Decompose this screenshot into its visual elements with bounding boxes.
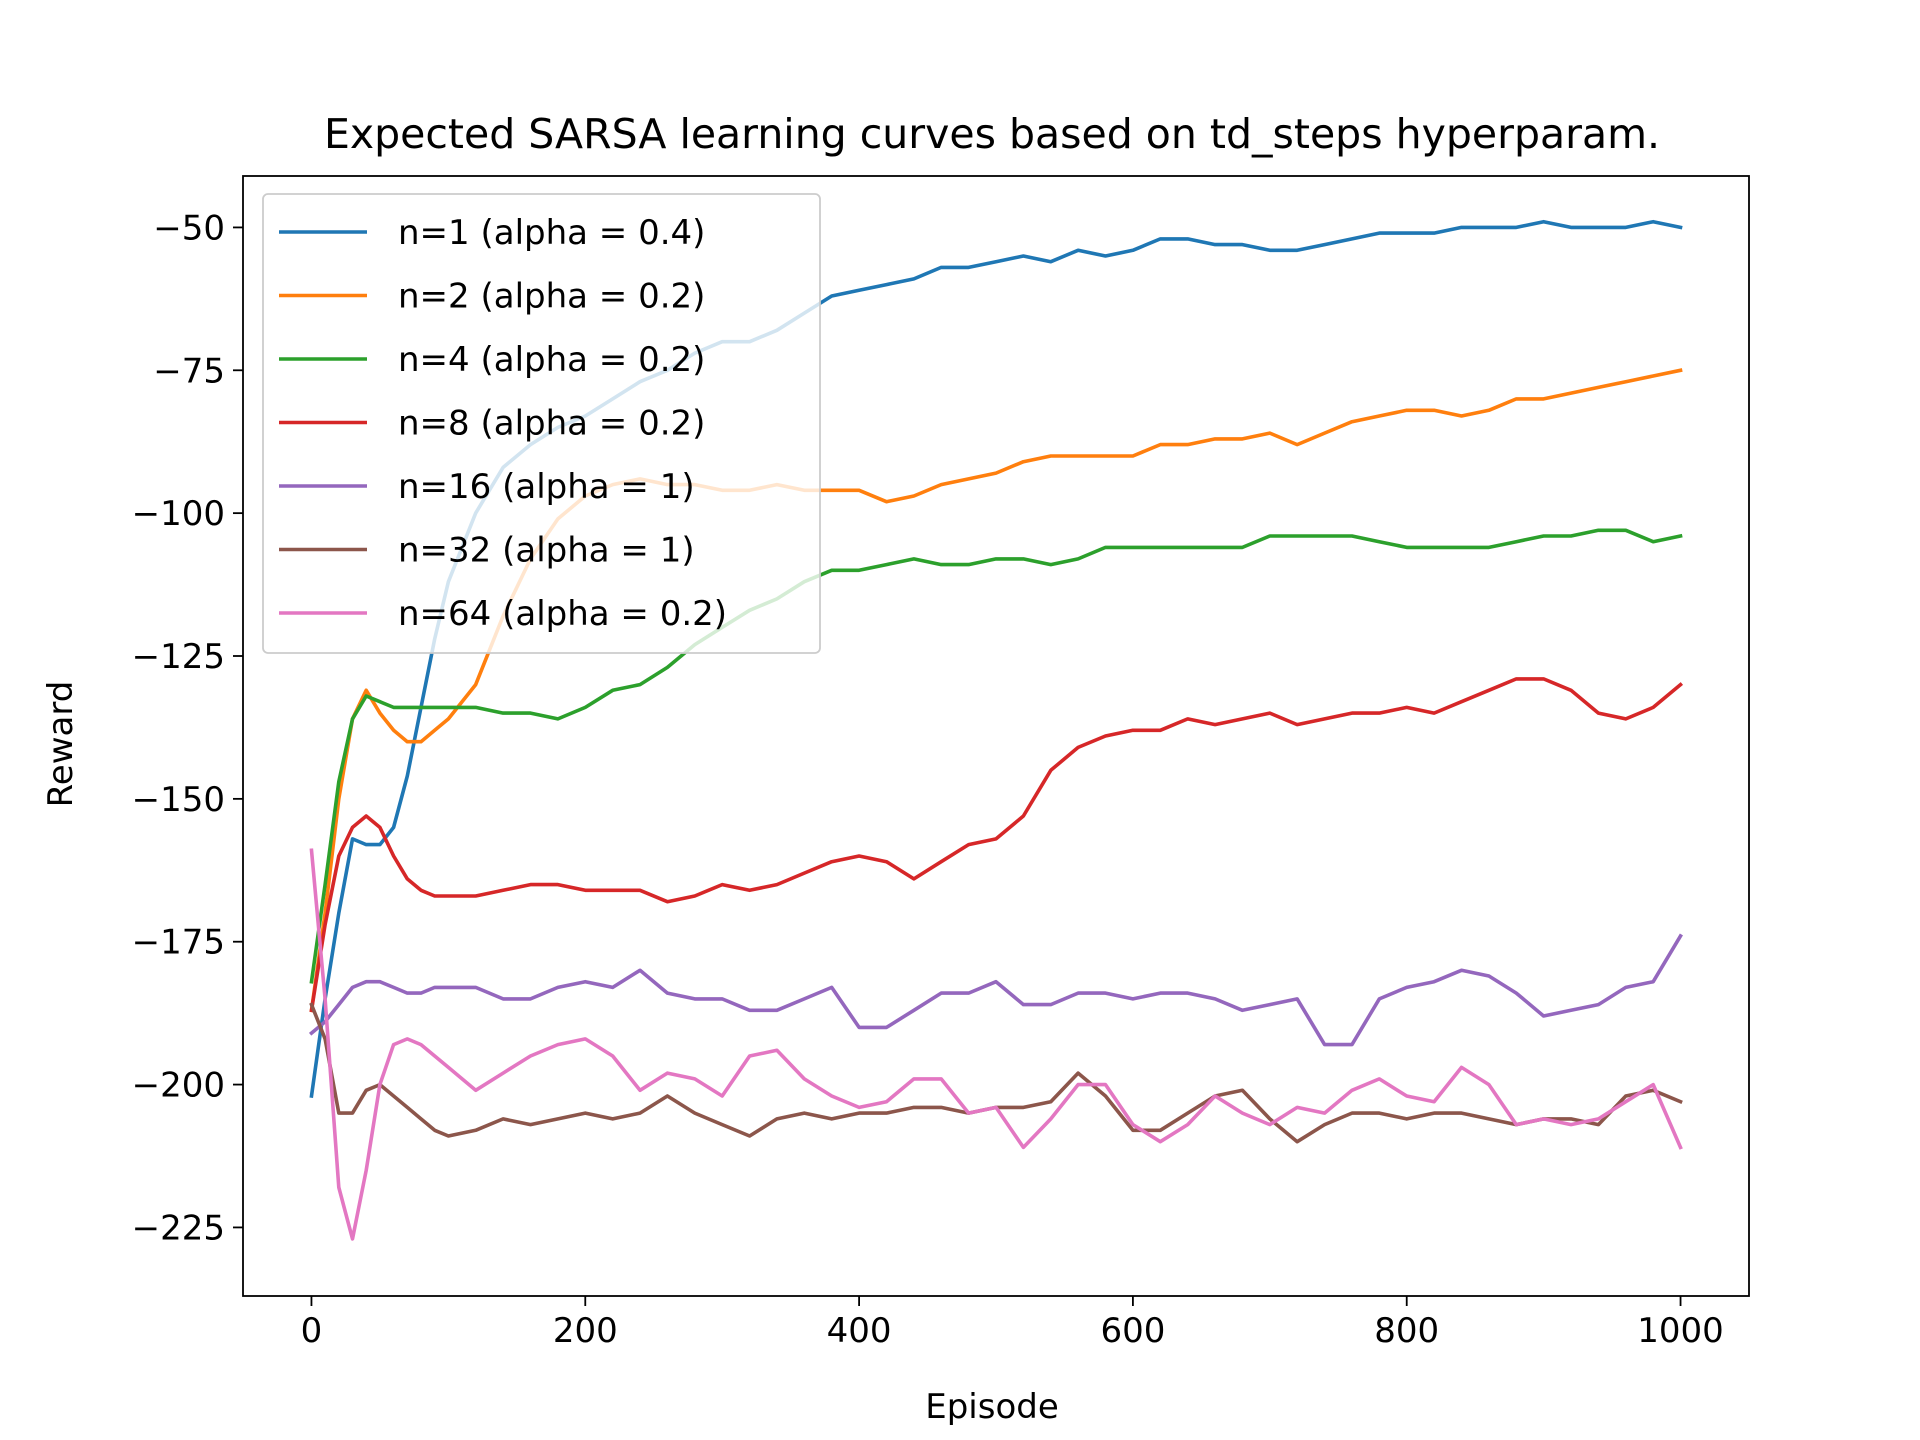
y-tick-label: −50 — [153, 208, 225, 248]
axes-frame — [242, 175, 1750, 1297]
y-tick-label: −100 — [132, 494, 225, 534]
x-tick-label: 1000 — [1637, 1311, 1724, 1351]
legend-label-1: n=1 (alpha = 0.4) — [398, 213, 705, 253]
x-tick-label: 600 — [1100, 1311, 1165, 1351]
series-line-7 — [309, 848, 1683, 1241]
legend-label-6: n=32 (alpha = 1) — [398, 531, 695, 571]
plot-area: 0 200 400 600 800 1000 −50 −75 −100 −125 −150 −175 −… — [132, 175, 1750, 1351]
legend-label-5: n=16 (alpha = 1) — [398, 467, 695, 507]
y-tick-label: −75 — [153, 351, 225, 391]
x-tick-label: 800 — [1374, 1311, 1439, 1351]
series-line-2 — [309, 368, 1683, 1013]
legend-label-4: n=8 (alpha = 0.2) — [398, 404, 705, 444]
legend-label-2: n=2 (alpha = 0.2) — [398, 277, 705, 317]
series-line-4 — [309, 677, 1684, 1013]
legend-label-7: n=64 (alpha = 0.2) — [398, 594, 727, 634]
chart-title: Expected SARSA learning curves based on … — [324, 110, 1660, 158]
x-tick-label: 0 — [301, 1311, 323, 1351]
y-tick-label: −225 — [132, 1208, 225, 1248]
legend-label-3: n=4 (alpha = 0.2) — [398, 340, 705, 380]
series-line-6 — [309, 1002, 1683, 1144]
y-axis-label: Reward — [41, 681, 81, 808]
x-tick-label: 400 — [827, 1311, 892, 1351]
y-tick-label: −125 — [132, 637, 225, 677]
y-tick-label: −175 — [132, 923, 225, 963]
series-line-5 — [308, 933, 1683, 1047]
y-tick-label: −200 — [132, 1066, 225, 1106]
x-axis-label: Episode — [925, 1387, 1059, 1427]
series-line-3 — [309, 528, 1683, 984]
x-tick-label: 200 — [553, 1311, 618, 1351]
legend-box — [262, 193, 821, 654]
y-tick-label: −150 — [132, 780, 225, 820]
